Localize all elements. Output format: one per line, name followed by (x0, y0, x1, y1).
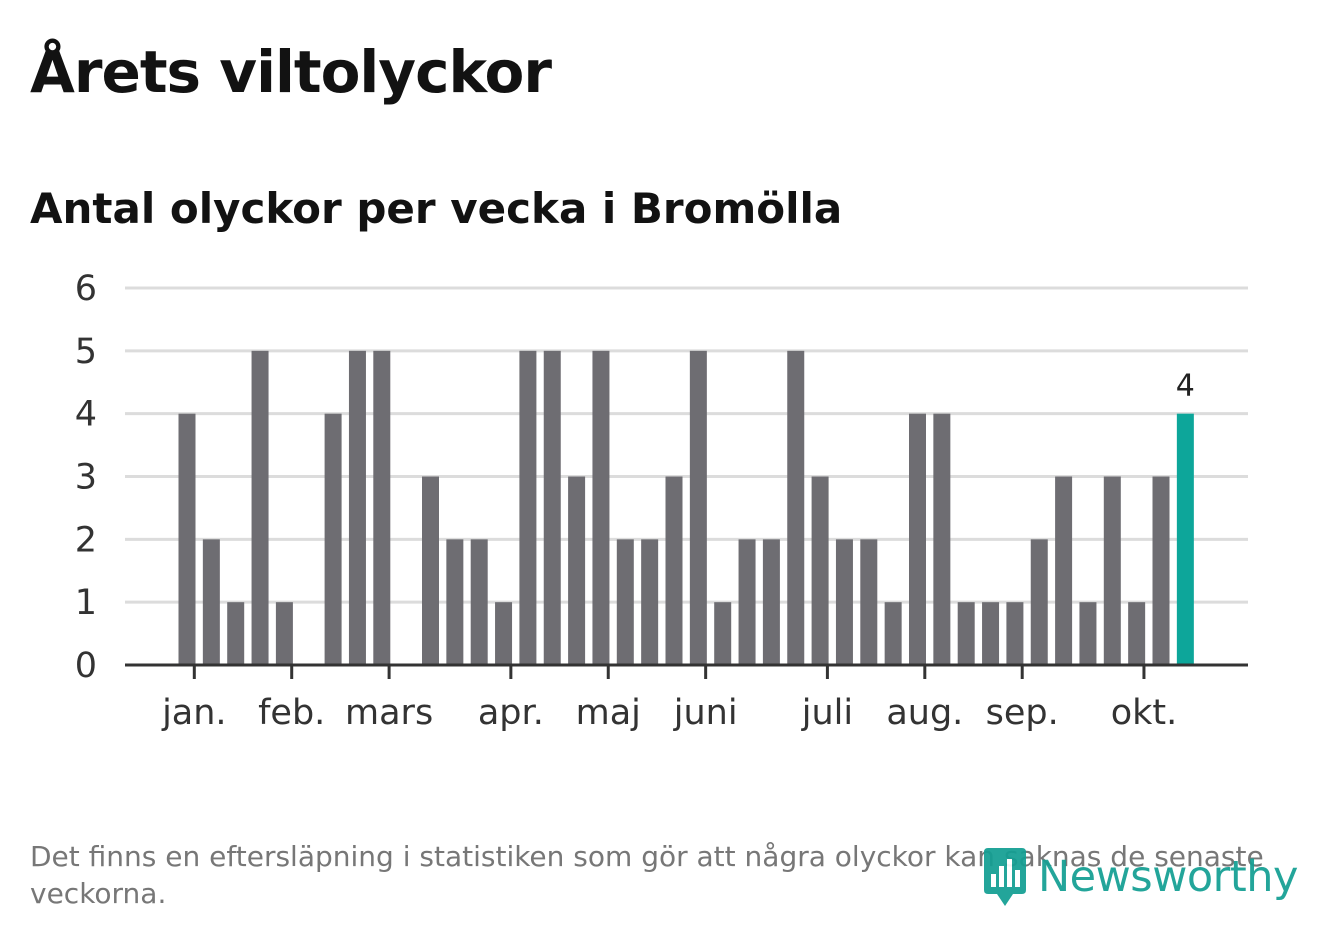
bar (957, 602, 975, 665)
bar (860, 539, 878, 665)
bar (1055, 476, 1073, 665)
bar (227, 602, 245, 665)
x-tick-label: aug. (886, 693, 963, 733)
y-tick-label: 6 (75, 269, 97, 309)
gridlines (125, 286, 1248, 604)
footnote: Det finns en eftersläpning i statistiken… (30, 840, 1264, 910)
bar (1152, 476, 1170, 665)
bar-value-label: 4 (1176, 369, 1195, 404)
bar (714, 602, 732, 665)
x-tick-label: jan. (161, 693, 226, 733)
bar (1006, 602, 1024, 665)
bar (835, 539, 853, 665)
bar (275, 602, 293, 665)
bar (202, 539, 220, 665)
x-tick-label: juli (801, 693, 853, 733)
data-labels: 4 (1176, 369, 1195, 404)
x-tick-label: feb. (258, 693, 325, 733)
bar (324, 413, 342, 665)
bar (762, 539, 780, 665)
bar (495, 602, 513, 665)
chart-subtitle: Antal olyckor per vecka i Bromölla (30, 184, 843, 233)
chart-bubble-icon (984, 848, 1026, 906)
bar (1103, 476, 1121, 665)
bar (909, 413, 926, 665)
bar (422, 476, 439, 665)
bar (982, 602, 1000, 665)
newsworthy-logo: Newsworthy (980, 846, 1298, 908)
bar-highlight (1176, 413, 1194, 665)
x-axis: jan. feb. mars apr. maj juni juli aug. sep. okt. (125, 663, 1248, 733)
bar (1030, 539, 1048, 665)
bar-chart: jan. feb. mars apr. maj juni juli aug. sep. okt. … (75, 269, 1248, 733)
x-tick-label: apr. (478, 693, 544, 733)
bar (251, 350, 269, 665)
x-tick-label: sep. (986, 693, 1059, 733)
bar (665, 476, 683, 665)
bar (1079, 602, 1097, 665)
bar (884, 602, 902, 665)
bar (689, 350, 707, 665)
bar (641, 539, 659, 665)
bar (373, 350, 391, 665)
bar (543, 350, 561, 665)
bar (470, 539, 488, 665)
y-tick-label: 2 (75, 520, 97, 560)
bar (1128, 602, 1146, 665)
bar (446, 539, 464, 665)
x-tick-label: okt. (1111, 693, 1178, 733)
x-tick-label: mars (345, 693, 433, 733)
y-axis: 0 1 2 3 4 5 6 (75, 269, 97, 686)
y-tick-label: 3 (75, 458, 97, 498)
bar (738, 539, 756, 665)
chart-title: Årets viltolyckor (30, 38, 552, 106)
bar (616, 539, 634, 665)
y-tick-label: 4 (75, 395, 97, 435)
bars (178, 350, 1194, 665)
bar (787, 350, 805, 665)
bar (811, 476, 829, 665)
y-tick-label: 0 (75, 646, 97, 686)
y-tick-label: 1 (75, 583, 97, 623)
bar (568, 476, 586, 665)
bar (592, 350, 610, 665)
bar (178, 413, 196, 665)
y-tick-label: 5 (75, 332, 97, 372)
brand-name: Newsworthy (1038, 852, 1298, 902)
bar (933, 413, 951, 665)
x-tick-label: juni (673, 693, 738, 733)
bar (519, 350, 537, 665)
bar (348, 350, 366, 665)
x-tick-label: maj (576, 693, 641, 733)
